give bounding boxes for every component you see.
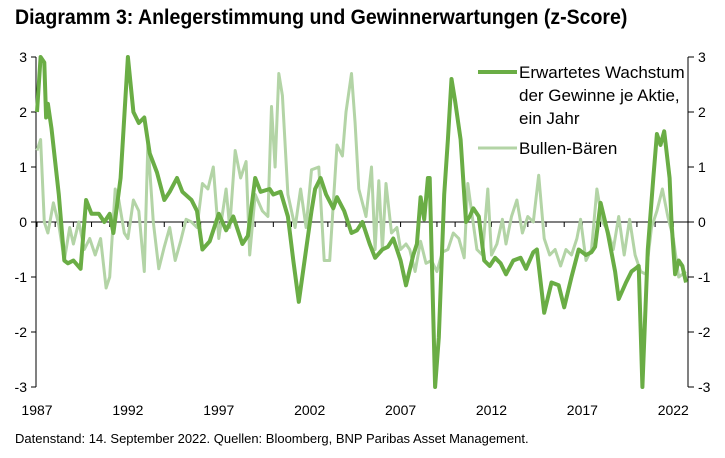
left-y-tick-label: -2 <box>15 324 28 340</box>
left-y-tick-label: 3 <box>19 49 27 65</box>
left-y-tick-label: 2 <box>19 104 27 120</box>
source-footnote: Datenstand: 14. September 2022. Quellen:… <box>15 431 529 446</box>
x-tick-label: 2022 <box>658 402 689 418</box>
right-y-tick-label: 1 <box>698 159 706 175</box>
x-tick-label: 2017 <box>567 402 598 418</box>
series-line-earnings-growth <box>35 55 688 389</box>
left-y-tick-label: -1 <box>15 269 28 285</box>
right-y-tick-label: 2 <box>698 104 706 120</box>
x-tick-label: 2007 <box>385 402 416 418</box>
right-y-tick-label: -2 <box>698 324 711 340</box>
x-tick-label: 1987 <box>21 402 52 418</box>
x-tick-label: 2012 <box>476 402 507 418</box>
chart-title: Diagramm 3: Anlegerstimmung und Gewinner… <box>15 6 628 29</box>
right-y-tick-label: -1 <box>698 269 711 285</box>
left-y-tick-label: -3 <box>15 379 28 395</box>
right-y-tick-label: -3 <box>698 379 711 395</box>
x-tick-label: 1992 <box>112 402 143 418</box>
x-tick-label: 1997 <box>203 402 234 418</box>
right-y-tick-label: 3 <box>698 49 706 65</box>
legend-label: ein Jahr <box>519 109 580 128</box>
left-y-tick-label: 1 <box>19 159 27 175</box>
legend-label: der Gewinne je Aktie, <box>519 86 680 105</box>
series-line-bulls-bears <box>35 72 687 290</box>
x-tick-label: 2002 <box>294 402 325 418</box>
legend-label: Erwartetes Wachstum <box>519 63 685 82</box>
legend-label: Bullen-Bären <box>519 139 617 158</box>
right-y-tick-label: 0 <box>698 214 706 230</box>
left-y-tick-label: 0 <box>19 214 27 230</box>
